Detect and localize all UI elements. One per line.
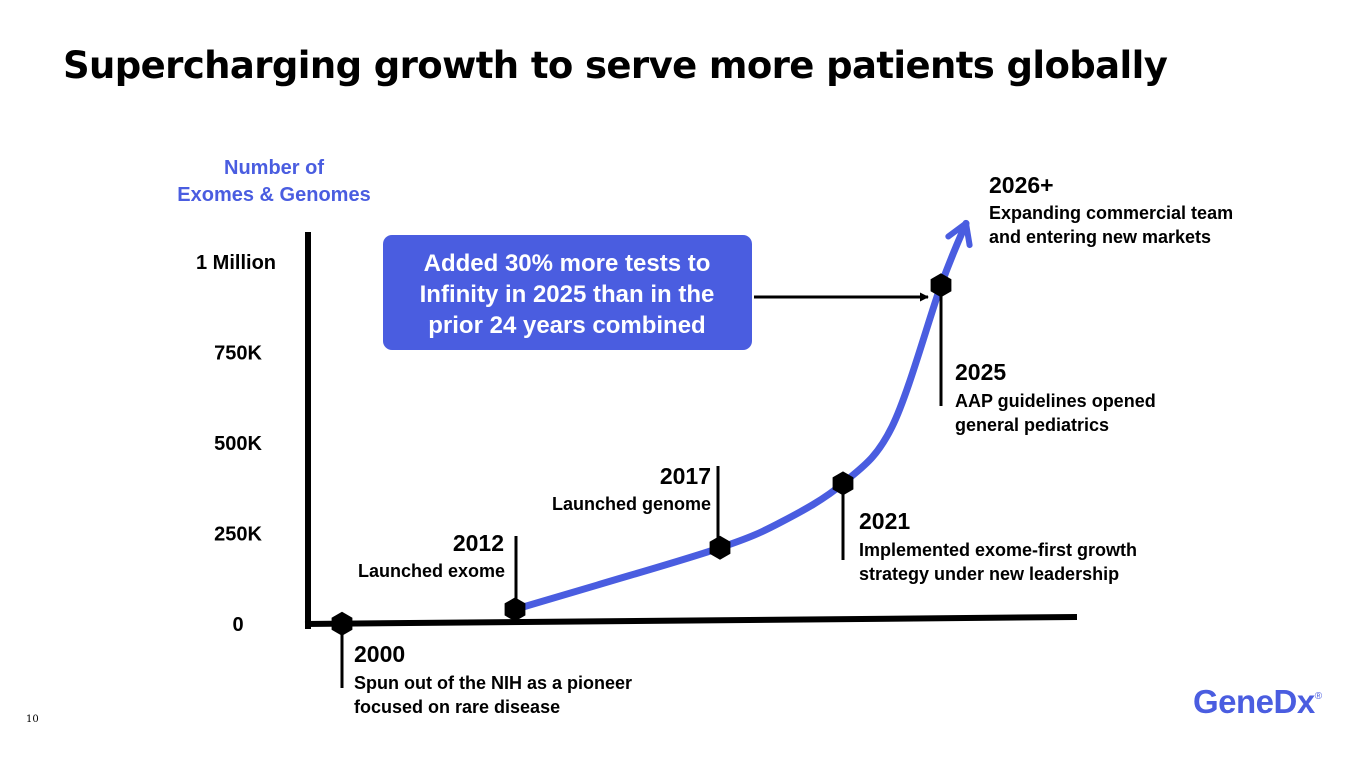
slide-title: Supercharging growth to serve more patie… [63,44,1168,87]
y-tick-label: 750K [214,343,262,365]
endpoint-year: 2026+ [989,172,1054,198]
milestone-marker-2017 [709,535,731,560]
x-axis-line [304,614,1078,627]
y-tick-label: 1 Million [196,252,276,274]
y-tick-label: 250K [214,524,262,546]
genedx-logo: GeneDx® [1193,683,1322,721]
endpoint-desc: and entering new markets [989,227,1211,247]
milestone-year-2025: 2025 [955,359,1006,385]
milestone-marker-2021 [832,471,854,496]
milestone-year-2000: 2000 [354,641,405,667]
milestone-marker-2012 [504,597,526,622]
y-tick-label: 500K [214,433,262,455]
logo-wordmark: GeneDx [1193,683,1315,720]
milestone-desc-2012: Launched exome [358,561,505,581]
y-axis-title-line: Exomes & Genomes [177,184,370,206]
callout-text: Added 30% more tests to [424,250,711,277]
callout-text: prior 24 years combined [428,312,705,339]
y-tick-label: 0 [232,614,243,636]
milestone-desc-2000: Spun out of the NIH as a pioneer [354,673,632,693]
milestone-desc-2025: general pediatrics [955,415,1109,435]
milestone-year-2017: 2017 [660,463,711,489]
milestone-desc-2000: focused on rare disease [354,697,560,717]
milestone-desc-2017: Launched genome [552,494,711,514]
milestone-year-2012: 2012 [453,530,504,556]
milestone-desc-2025: AAP guidelines opened [955,391,1156,411]
growth-line [511,219,970,613]
milestone-year-2021: 2021 [859,508,910,534]
registered-mark: ® [1314,691,1322,702]
page-number: 10 [26,714,39,725]
y-axis-title-line: Number of [224,157,324,179]
milestone-marker-2000 [331,611,353,636]
milestone-desc-2021: strategy under new leadership [859,564,1119,584]
callout-box [383,235,752,350]
milestone-desc-2021: Implemented exome-first growth [859,540,1137,560]
growth-arrowhead [945,220,973,249]
callout-text: Infinity in 2025 than in the [420,281,715,308]
endpoint-desc: Expanding commercial team [989,203,1233,223]
milestone-marker-2025 [930,273,952,298]
